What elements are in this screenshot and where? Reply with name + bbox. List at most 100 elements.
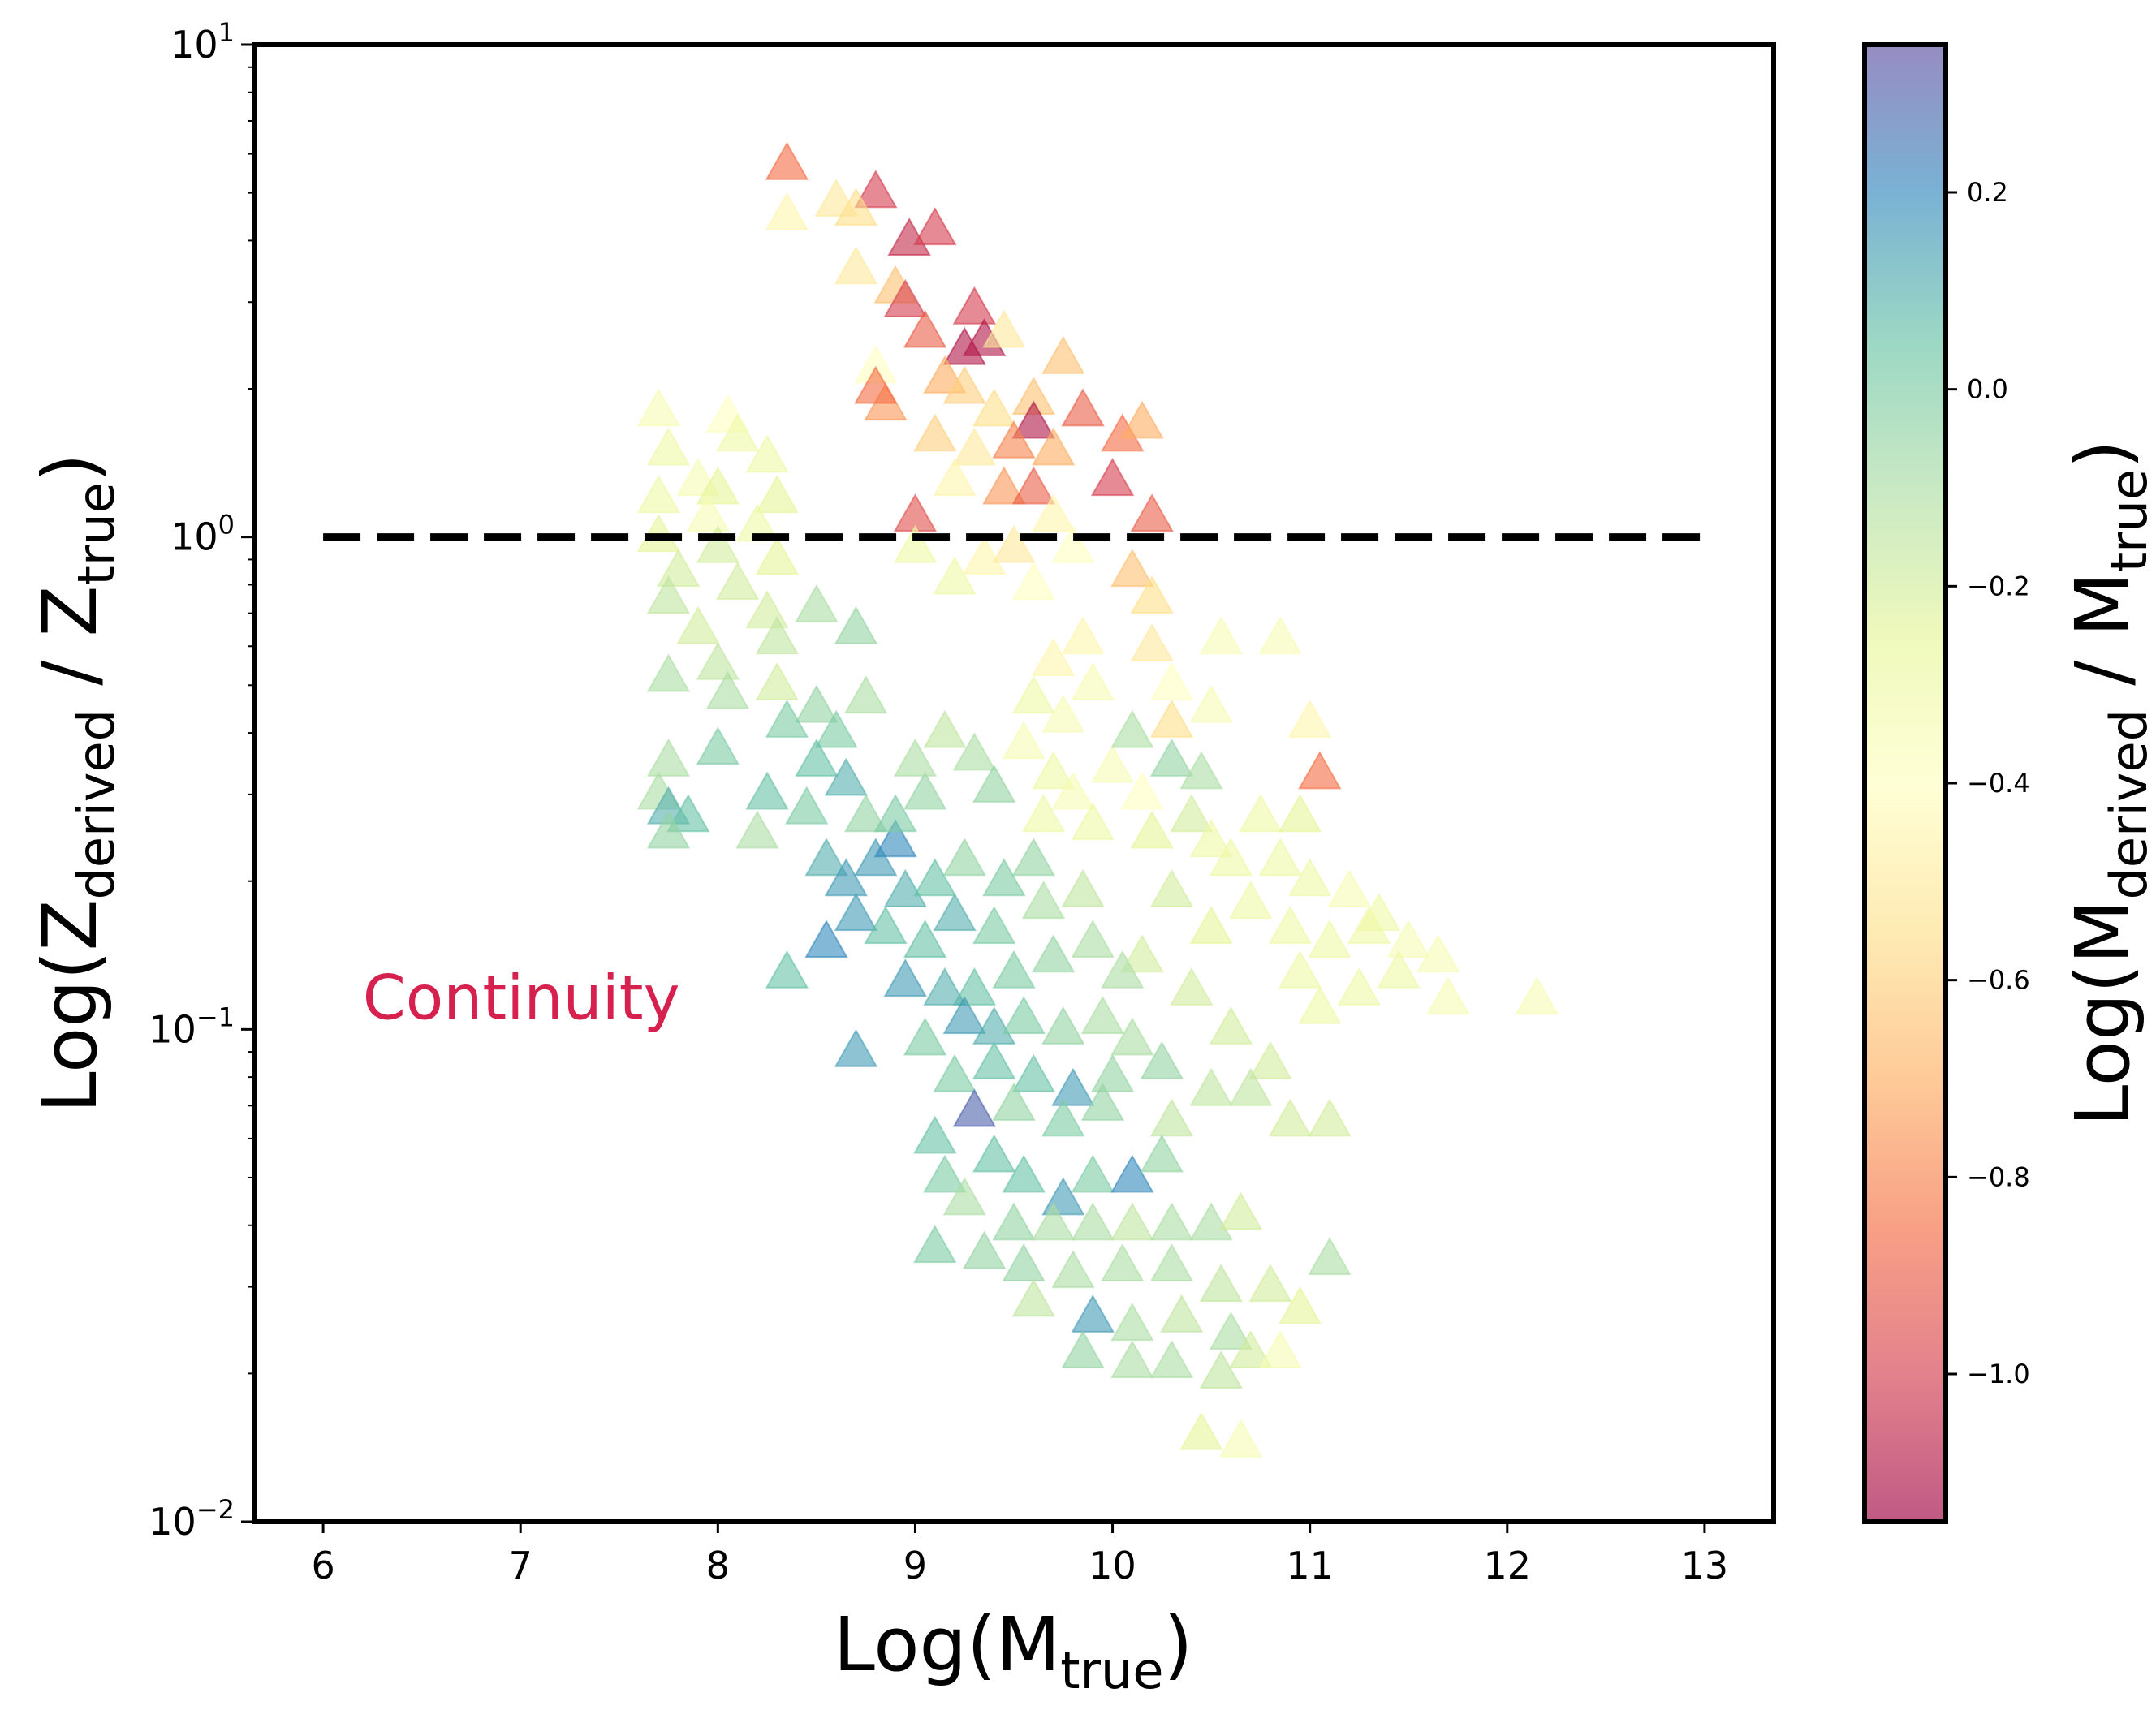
data-points: [636, 141, 1559, 1458]
data-point-145: [1308, 920, 1352, 958]
data-point-70: [755, 661, 799, 700]
data-point-104: [893, 738, 938, 777]
data-point-13: [942, 326, 986, 365]
data-point-123: [1189, 684, 1233, 723]
data-point-55: [686, 493, 730, 532]
data-point-85: [785, 786, 829, 825]
data-point-109: [1041, 694, 1085, 733]
data-point-137: [1258, 838, 1302, 877]
data-point-142: [1416, 934, 1460, 973]
data-point-38: [893, 524, 938, 563]
data-point-133: [1189, 819, 1233, 858]
data-point-6: [913, 207, 957, 246]
data-point-210: [962, 1230, 1007, 1269]
data-point-84: [795, 738, 839, 777]
data-point-181: [1011, 1053, 1056, 1092]
data-point-20: [972, 388, 1016, 427]
data-point-136: [1209, 838, 1253, 877]
data-point-185: [992, 1082, 1036, 1121]
data-point-192: [1308, 1098, 1352, 1137]
data-point-50: [745, 434, 789, 473]
data-point-24: [1061, 388, 1105, 427]
data-point-7: [834, 246, 878, 285]
data-point-191: [1268, 1098, 1313, 1137]
data-point-88: [804, 838, 848, 877]
data-point-139: [1327, 868, 1372, 907]
data-point-86: [824, 757, 869, 796]
data-point-112: [1031, 751, 1076, 790]
data-point-167: [952, 967, 997, 1006]
data-point-99: [972, 906, 1016, 945]
data-point-53: [755, 475, 799, 514]
data-point-77: [696, 726, 740, 765]
data-point-116: [1090, 744, 1135, 783]
data-point-134: [1239, 794, 1283, 833]
data-point-205: [1110, 1202, 1154, 1241]
data-point-160: [982, 858, 1026, 897]
data-point-97: [903, 920, 947, 958]
data-point-67: [834, 605, 878, 644]
data-point-113: [1051, 771, 1095, 810]
data-point-230: [1110, 1340, 1154, 1379]
colorbar-tick-label-3: −0.4: [1967, 768, 2030, 799]
data-point-147: [1229, 881, 1273, 920]
data-point-156: [1170, 967, 1214, 1006]
data-point-130: [1179, 751, 1223, 790]
data-point-194: [923, 1154, 967, 1193]
data-point-186: [1041, 1098, 1085, 1137]
continuity-annotation: Continuity: [363, 961, 680, 1033]
data-point-87: [843, 794, 888, 833]
y-tick-label-3: 10−2: [149, 1494, 235, 1544]
data-point-182: [972, 1040, 1016, 1079]
data-point-30: [1120, 400, 1164, 439]
data-point-193: [913, 1115, 957, 1154]
data-point-159: [1011, 838, 1056, 877]
data-point-222: [1209, 1311, 1253, 1350]
data-point-94: [804, 920, 848, 958]
data-point-141: [1386, 920, 1430, 958]
data-point-126: [1287, 699, 1332, 738]
data-point-41: [1051, 524, 1095, 563]
data-point-129: [1149, 738, 1194, 777]
data-point-135: [1278, 794, 1322, 833]
x-tick-label-10: 10: [1089, 1544, 1136, 1587]
data-point-79: [735, 810, 779, 849]
colorbar: [1865, 45, 1946, 1522]
data-point-100: [913, 858, 957, 897]
data-point-124: [1199, 616, 1243, 655]
data-point-229: [1258, 1329, 1302, 1368]
data-point-23: [1041, 335, 1085, 374]
data-point-184: [952, 1088, 997, 1127]
data-point-127: [1298, 751, 1342, 790]
data-point-169: [883, 958, 928, 997]
colorbar-tick-label-1: 0.0: [1967, 374, 2008, 405]
data-point-101: [942, 838, 986, 877]
data-point-209: [913, 1225, 957, 1264]
data-point-43: [1130, 575, 1174, 614]
data-point-46: [636, 388, 681, 427]
data-point-218: [1011, 1278, 1056, 1317]
data-point-226: [1199, 1350, 1243, 1389]
data-point-201: [942, 1177, 986, 1216]
data-point-213: [1100, 1243, 1145, 1282]
plot-frame: [252, 42, 1776, 1524]
data-point-189: [1189, 1067, 1233, 1106]
data-point-202: [992, 1202, 1036, 1241]
data-point-183: [933, 1053, 977, 1092]
data-point-153: [1189, 906, 1233, 945]
data-point-152: [1515, 976, 1559, 1015]
data-point-64: [676, 605, 720, 644]
data-point-150: [1337, 967, 1382, 1006]
data-point-19: [942, 365, 986, 404]
data-point-164: [1100, 950, 1145, 989]
data-point-68: [646, 653, 691, 692]
data-point-138: [1287, 858, 1332, 897]
data-point-95: [765, 950, 809, 989]
data-point-120: [1130, 622, 1174, 661]
y-tick-label-0: 101: [170, 17, 235, 67]
data-point-208: [1218, 1191, 1263, 1230]
data-point-117: [1120, 771, 1164, 810]
data-point-102: [873, 794, 917, 833]
data-point-203: [1031, 1202, 1076, 1241]
